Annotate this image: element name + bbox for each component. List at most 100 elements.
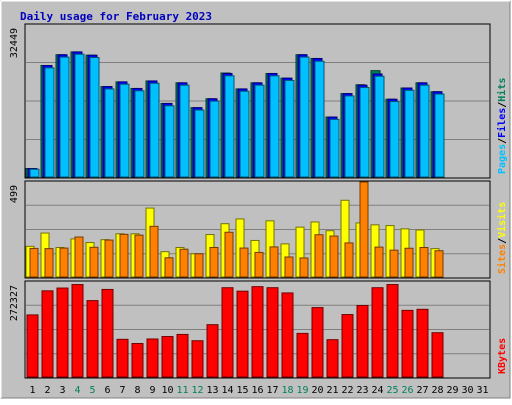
bar-sites-day-8 — [134, 234, 144, 278]
bar-pages-day-20 — [314, 60, 325, 178]
day-label-16: 16 — [251, 385, 263, 396]
bar-sites-day-6 — [104, 239, 114, 278]
legend-entry: KBytes — [497, 338, 508, 374]
bar-kbytes-day-22 — [341, 314, 354, 378]
bar-kbytes-day-4 — [71, 284, 84, 378]
panel-kbytes: 272327 KBytes — [9, 280, 508, 379]
bar-kbytes-day-23 — [356, 304, 369, 378]
bar-sites-day-18 — [284, 256, 294, 278]
legend-entry: Sites — [496, 244, 508, 274]
bar-pages-day-7 — [119, 83, 130, 178]
y-tick-label: 272327 — [9, 285, 20, 321]
bar-sites-day-25 — [389, 249, 399, 278]
bar-kbytes-day-9 — [146, 338, 159, 378]
legend: Sites/Visits — [496, 202, 508, 274]
bar-kbytes-day-6 — [101, 288, 114, 378]
day-label-7: 7 — [119, 385, 125, 396]
bar-sites-day-7 — [119, 233, 129, 278]
bar-sites-day-23 — [359, 181, 369, 278]
bar-kbytes-day-3 — [56, 287, 69, 378]
day-label-30: 30 — [461, 385, 473, 396]
bar-sites-day-14 — [224, 231, 234, 278]
y-tick-label: 499 — [9, 185, 20, 203]
bar-sites-day-26 — [404, 247, 414, 278]
bar-sites-day-21 — [329, 235, 339, 278]
bar-pages-day-12 — [194, 109, 205, 178]
bar-sites-day-11 — [179, 248, 189, 278]
day-label-19: 19 — [296, 385, 308, 396]
bar-sites-day-27 — [419, 246, 429, 278]
bar-sites-day-1 — [29, 247, 39, 278]
bar-kbytes-day-10 — [161, 336, 174, 378]
bar-pages-day-4 — [74, 53, 85, 178]
bar-pages-day-6 — [104, 88, 115, 178]
legend-entry: / — [497, 102, 508, 108]
bar-pages-day-26 — [404, 89, 415, 178]
bar-kbytes-day-1 — [26, 314, 39, 378]
bar-kbytes-day-5 — [86, 300, 99, 378]
bar-sites-day-5 — [89, 246, 99, 278]
bar-pages-day-25 — [389, 101, 400, 178]
bar-sites-day-12 — [194, 253, 204, 278]
bar-kbytes-day-16 — [251, 286, 264, 378]
bar-pages-day-17 — [269, 75, 280, 178]
legend: Pages/Files/Hits — [496, 78, 508, 174]
legend-entry: Pages — [497, 144, 508, 174]
day-label-31: 31 — [476, 385, 488, 396]
legend: KBytes — [497, 338, 508, 374]
legend-entry: Files — [496, 108, 508, 138]
day-label-18: 18 — [281, 385, 293, 396]
day-label-6: 6 — [104, 385, 110, 396]
bar-sites-day-20 — [314, 234, 324, 278]
y-tick-label: 32449 — [9, 28, 20, 58]
bar-pages-day-8 — [134, 90, 145, 178]
bar-kbytes-day-8 — [131, 343, 144, 378]
bar-pages-day-21 — [329, 118, 340, 178]
bar-kbytes-day-27 — [416, 308, 429, 378]
day-label-25: 25 — [386, 385, 398, 396]
legend-entry: Visits — [496, 202, 508, 238]
bar-kbytes-day-19 — [296, 332, 309, 378]
bar-pages-day-24 — [374, 75, 385, 178]
bar-kbytes-day-11 — [176, 333, 189, 378]
bar-kbytes-day-7 — [116, 338, 129, 378]
bar-sites-day-16 — [254, 251, 264, 278]
bar-kbytes-day-25 — [386, 284, 399, 378]
day-label-14: 14 — [221, 385, 233, 396]
bar-kbytes-day-17 — [266, 287, 279, 378]
bar-sites-day-4 — [74, 236, 84, 278]
bar-sites-day-3 — [59, 247, 69, 278]
bar-pages-day-23 — [359, 87, 370, 178]
bar-pages-day-15 — [239, 90, 250, 178]
bar-pages-day-13 — [209, 100, 220, 178]
day-label-4: 4 — [74, 385, 80, 396]
bar-kbytes-day-24 — [371, 287, 384, 378]
day-label-11: 11 — [176, 385, 188, 396]
bar-kbytes-day-2 — [41, 290, 54, 378]
bar-pages-day-16 — [254, 84, 265, 178]
bar-sites-day-22 — [344, 242, 354, 278]
bar-kbytes-day-12 — [191, 340, 204, 378]
bar-pages-day-11 — [179, 84, 190, 178]
bar-kbytes-day-26 — [401, 309, 414, 378]
legend-entry: Hits — [496, 78, 508, 102]
day-label-12: 12 — [191, 385, 203, 396]
bar-pages-day-14 — [224, 75, 235, 178]
bar-pages-day-19 — [299, 56, 310, 178]
day-label-13: 13 — [206, 385, 218, 396]
bar-kbytes-day-15 — [236, 290, 249, 378]
bar-sites-day-13 — [209, 246, 219, 278]
day-label-27: 27 — [416, 385, 428, 396]
panel-sites-visits: 499 Sites/Visits — [9, 180, 508, 279]
bar-pages-day-22 — [344, 95, 355, 178]
bar-pages-day-3 — [59, 56, 70, 178]
day-label-9: 9 — [149, 385, 155, 396]
day-label-2: 2 — [44, 385, 50, 396]
bar-sites-day-10 — [164, 257, 174, 278]
bar-pages-day-10 — [164, 105, 175, 178]
day-label-3: 3 — [59, 385, 65, 396]
bar-sites-day-19 — [299, 257, 309, 278]
bar-pages-day-1 — [29, 168, 40, 178]
day-label-21: 21 — [326, 385, 338, 396]
